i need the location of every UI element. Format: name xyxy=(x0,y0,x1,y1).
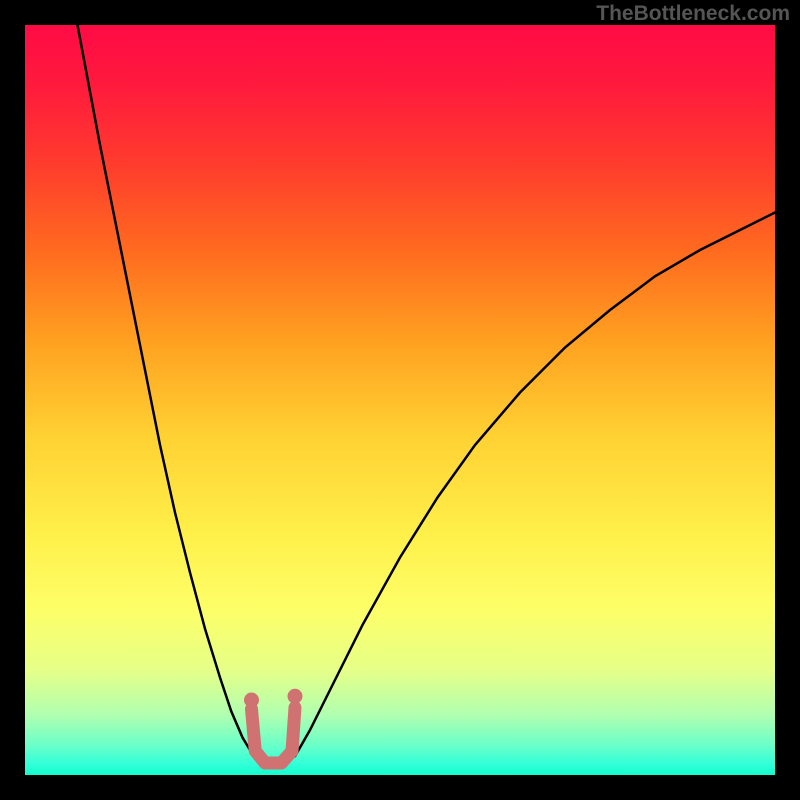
watermark-text: TheBottleneck.com xyxy=(596,2,790,26)
bottleneck-chart: TheBottleneck.com xyxy=(0,0,800,800)
marker-right-dot xyxy=(288,689,303,704)
marker-left-dot xyxy=(244,693,259,708)
plot-background xyxy=(25,25,775,775)
chart-svg xyxy=(0,0,800,800)
